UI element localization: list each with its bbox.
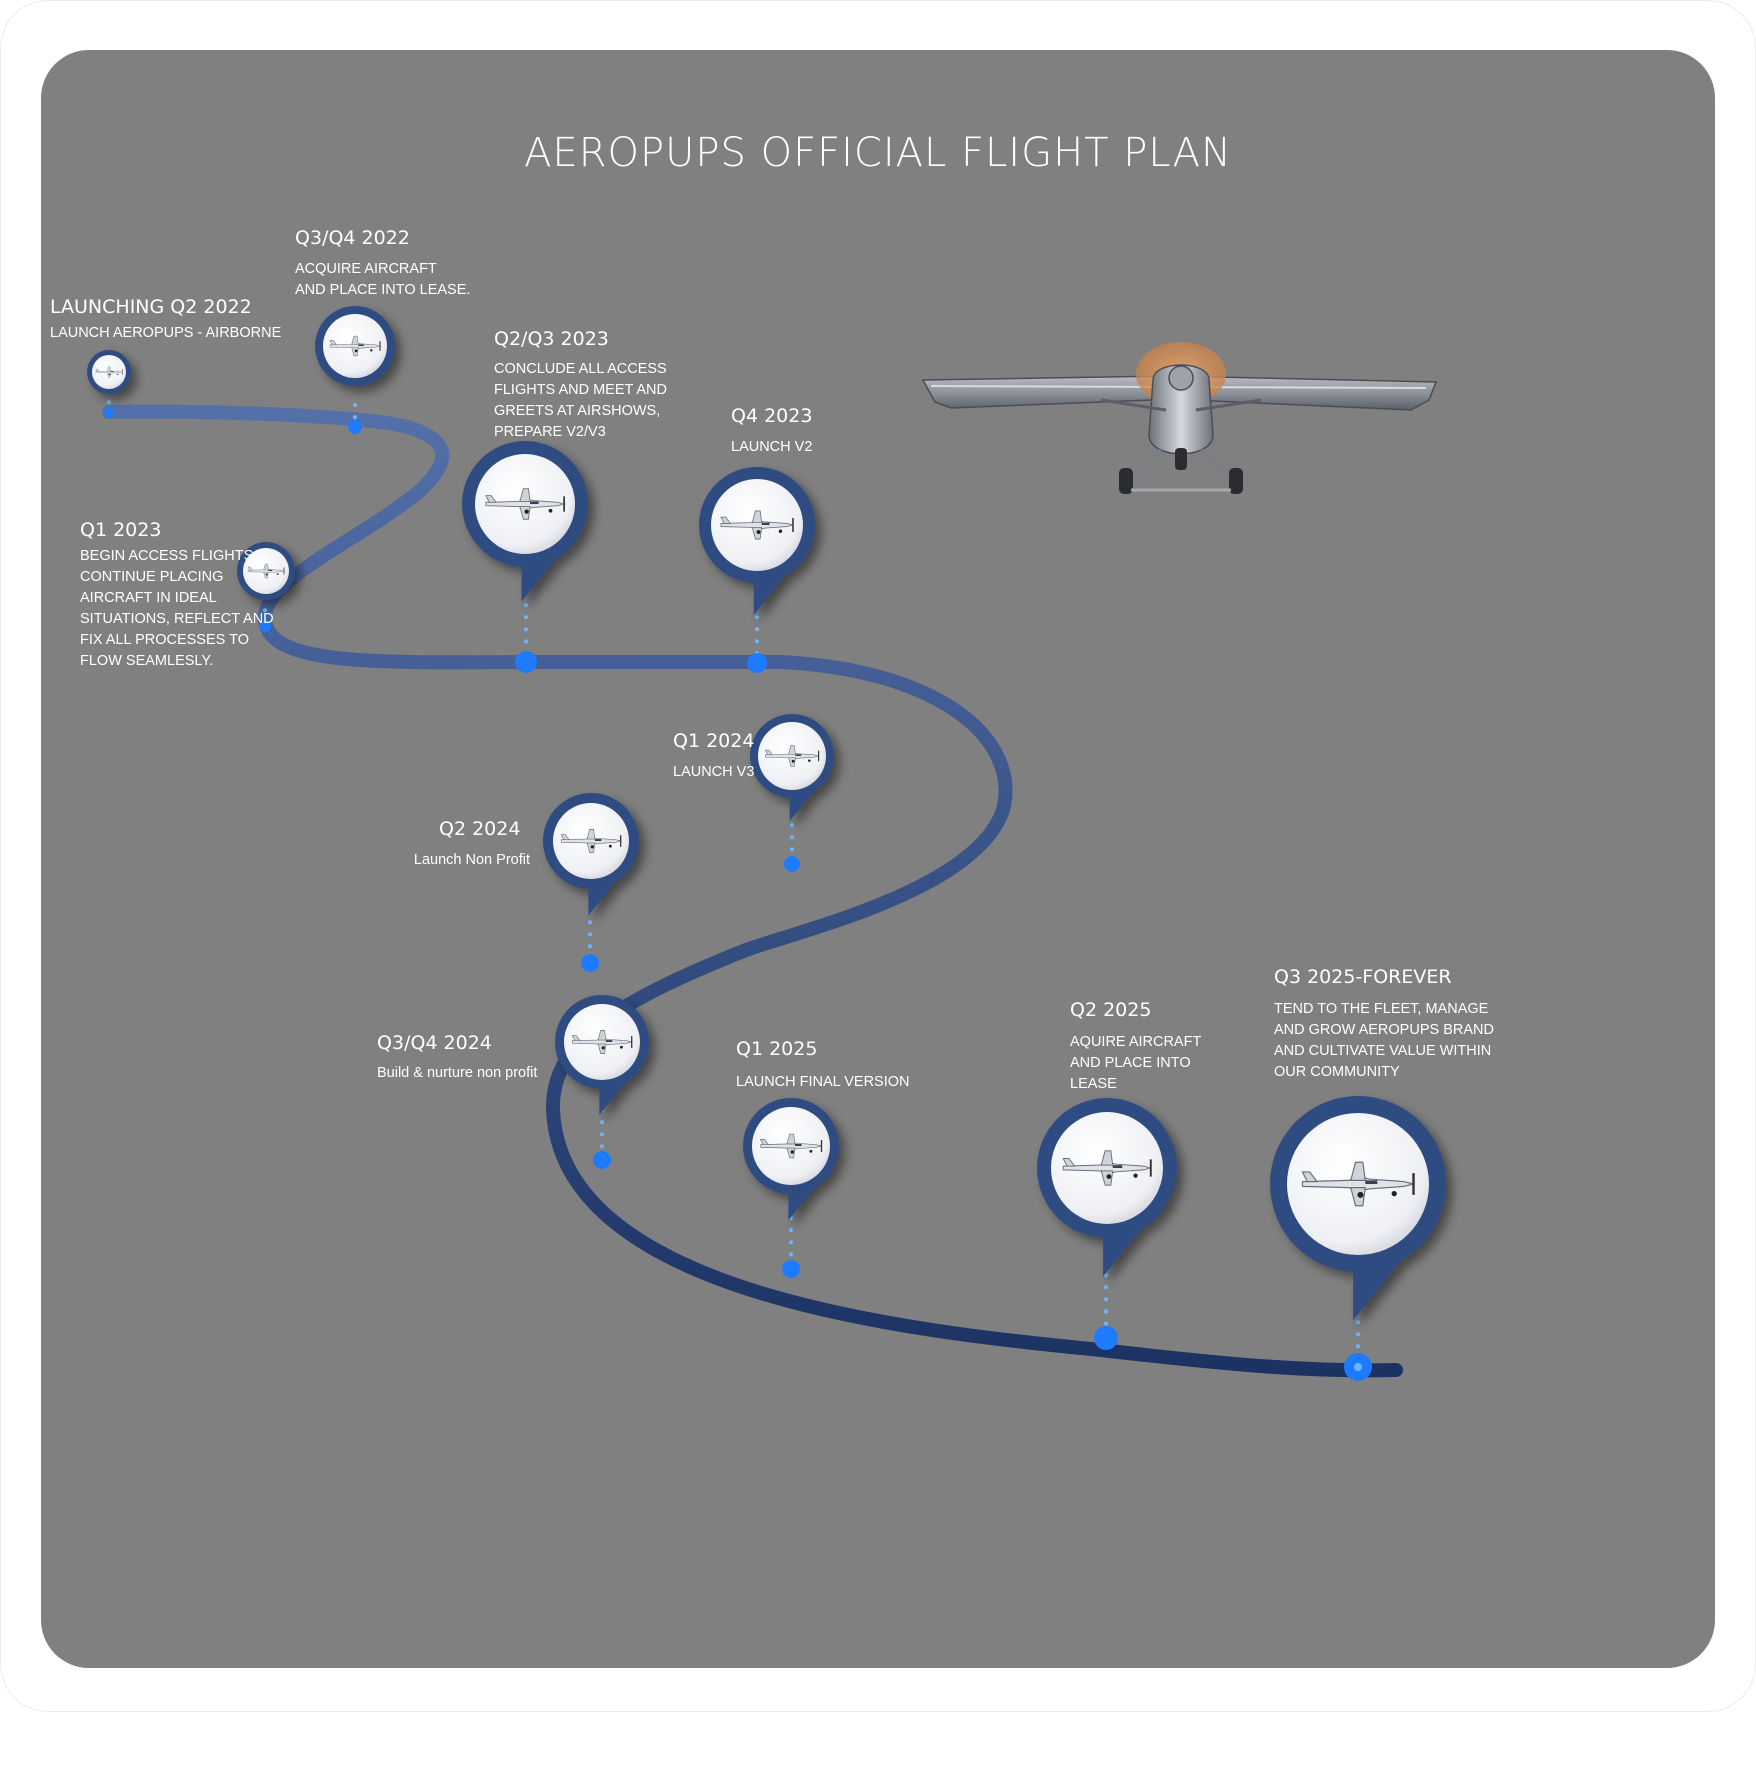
milestone-desc: Launch Non Profit: [413, 852, 530, 868]
milestone-pin: [555, 995, 649, 1115]
milestone-desc: LAUNCH FINAL VERSION: [736, 1074, 910, 1090]
milestone-title: Q2/Q3 2023: [494, 328, 609, 350]
dotted-connectors: [107, 400, 1360, 1357]
roadmap-path: [102, 404, 1403, 1378]
milestone-pin: [750, 714, 834, 822]
milestone-pin: [1037, 1098, 1177, 1277]
milestone-title: Q2 2024: [439, 818, 521, 840]
milestone-title: Q1 2024: [673, 730, 755, 752]
milestone-desc: Build & nurture non profit: [377, 1065, 538, 1081]
milestone-title: Q2 2025: [1070, 999, 1152, 1021]
milestone-desc: CONCLUDE ALL ACCESS FLIGHTS AND MEET AND…: [494, 361, 667, 440]
milestone-desc: LAUNCH V2: [731, 439, 813, 455]
page-title: AEROPUPS OFFICIAL FLIGHT PLAN: [524, 130, 1232, 176]
final-dot-center: [1354, 1363, 1362, 1371]
milestone-desc: TEND TO THE FLEET, MANAGE AND GROW AEROP…: [1274, 1001, 1494, 1080]
milestone-desc: BEGIN ACCESS FLIGHTS. CONTINUE PLACING A…: [80, 548, 274, 669]
milestone-desc: AQUIRE AIRCRAFT AND PLACE INTO LEASE: [1070, 1034, 1202, 1092]
flight-plan-panel: AEROPUPS OFFICIAL FLIGHT PLAN: [41, 50, 1715, 1668]
milestone-title: Q3/Q4 2022: [295, 227, 410, 249]
milestone-desc: LAUNCH V3: [673, 764, 755, 780]
milestone-title: LAUNCHING Q2 2022: [50, 296, 252, 318]
milestone-title: Q3 2025-FOREVER: [1274, 966, 1452, 988]
milestone-title: Q1 2023: [80, 519, 162, 541]
milestone-desc: ACQUIRE AIRCRAFT AND PLACE INTO LEASE.: [295, 261, 471, 298]
milestone-title: Q4 2023: [731, 405, 813, 427]
propeller-airplane-icon: [921, 342, 1438, 494]
milestone-title: Q1 2025: [736, 1038, 818, 1060]
milestone-title: Q3/Q4 2024: [377, 1032, 492, 1054]
milestone-pin: [1270, 1096, 1446, 1321]
flight-path-roadmap: [87, 306, 1446, 1381]
milestone-desc: LAUNCH AEROPUPS - AIRBORNE: [50, 325, 282, 341]
milestone-pin: [743, 1098, 839, 1221]
milestone-pin: [543, 793, 639, 916]
milestone-pin: [462, 441, 588, 602]
milestone-pin: [699, 467, 815, 615]
